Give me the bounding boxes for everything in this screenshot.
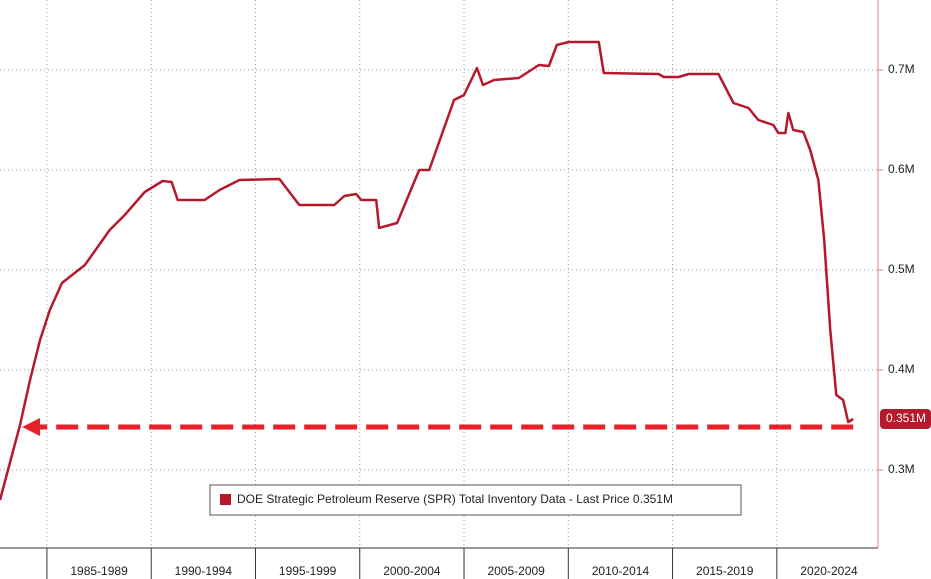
x-tick-label: 1995-1999 xyxy=(279,564,337,578)
x-tick-label: 2020-2024 xyxy=(800,564,858,578)
legend-swatch xyxy=(220,494,231,505)
last-price-box xyxy=(880,409,931,429)
y-tick-label: 0.5M xyxy=(888,262,915,276)
arrow-head xyxy=(22,418,40,436)
y-tick-label: 0.4M xyxy=(888,362,915,376)
y-tick-label: 0.3M xyxy=(888,462,915,476)
x-tick-label: 2000-2004 xyxy=(383,564,441,578)
x-tick-label: 1985-1989 xyxy=(70,564,128,578)
x-tick-label: 2005-2009 xyxy=(487,564,545,578)
x-tick-label: 2015-2019 xyxy=(696,564,754,578)
y-tick-label: 0.7M xyxy=(888,62,915,76)
last-price-label: 0.351M xyxy=(886,411,926,425)
legend-box xyxy=(209,484,742,516)
data-line xyxy=(0,40,854,501)
y-tick-label: 0.6M xyxy=(888,162,915,176)
x-tick-label: 1990-1994 xyxy=(175,564,233,578)
x-tick-label: 2010-2014 xyxy=(592,564,650,578)
legend-label: DOE Strategic Petroleum Reserve (SPR) To… xyxy=(237,492,673,506)
